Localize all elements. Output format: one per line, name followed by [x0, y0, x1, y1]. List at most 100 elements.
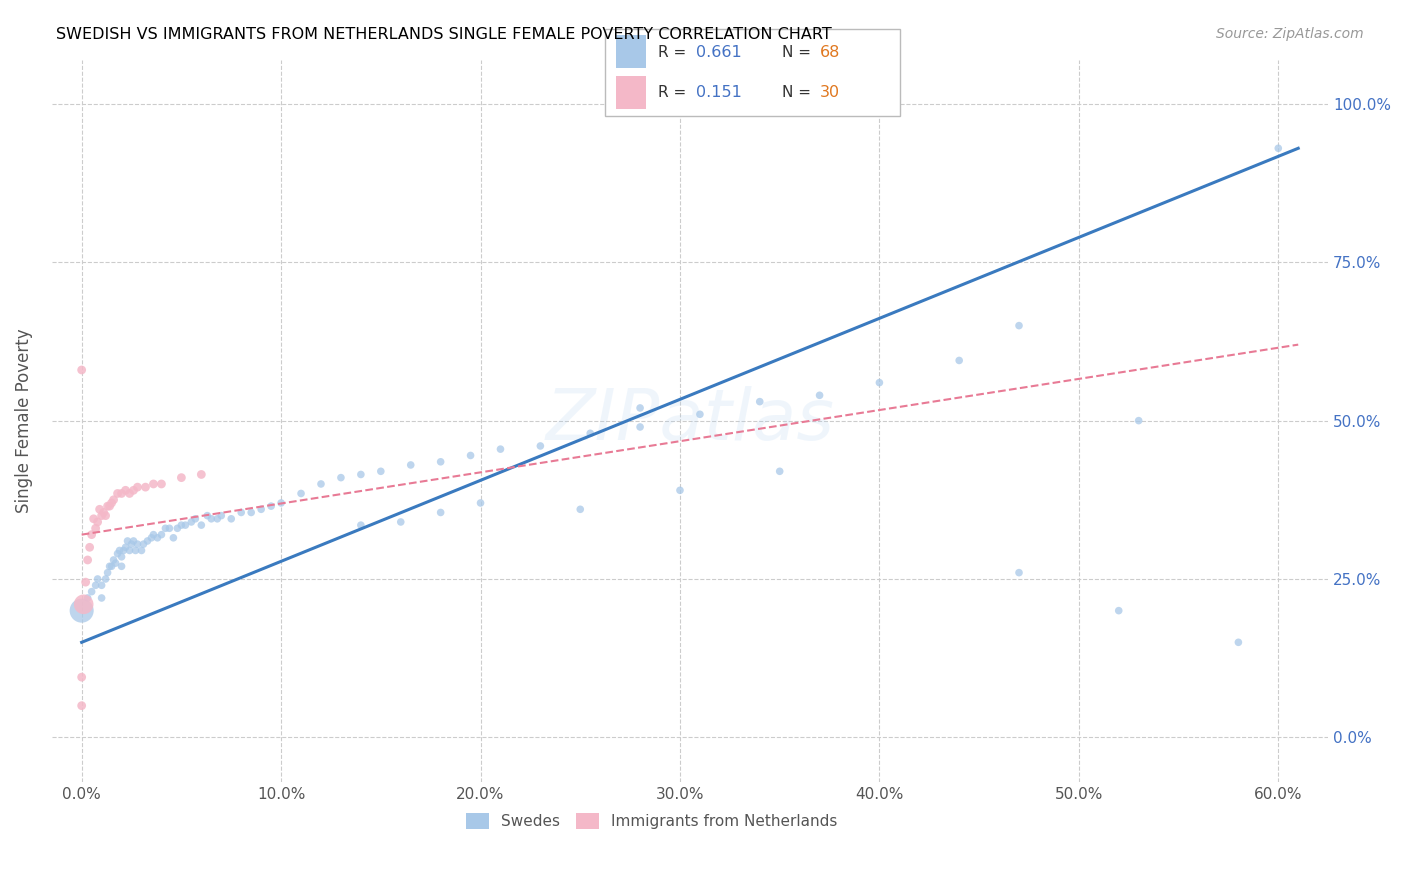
Point — [121, 537, 143, 551]
Point — [195, 508, 218, 523]
Point — [389, 515, 412, 529]
Point — [1267, 141, 1289, 155]
Point — [70, 363, 93, 377]
Point — [240, 506, 263, 520]
Point — [579, 426, 602, 441]
Point — [689, 407, 711, 421]
Point — [868, 376, 890, 390]
Point — [110, 559, 132, 574]
Point — [489, 442, 512, 457]
Point — [132, 537, 155, 551]
Point — [350, 518, 373, 533]
Point — [155, 521, 177, 535]
Point — [748, 394, 770, 409]
Point — [89, 502, 111, 516]
Point — [107, 547, 129, 561]
Point — [117, 533, 139, 548]
Text: R =: R = — [658, 85, 690, 100]
Point — [80, 584, 103, 599]
Point — [470, 496, 492, 510]
Point — [290, 486, 312, 500]
Point — [808, 388, 831, 402]
Point — [127, 537, 149, 551]
Bar — [616, 35, 645, 68]
Text: 0.151: 0.151 — [696, 85, 742, 100]
Point — [174, 518, 197, 533]
Point — [399, 458, 422, 472]
Point — [114, 483, 136, 498]
Text: N =: N = — [782, 85, 815, 100]
Point — [329, 470, 352, 484]
Point — [100, 559, 122, 574]
Point — [180, 515, 202, 529]
Point — [131, 543, 153, 558]
Point — [309, 477, 332, 491]
Point — [103, 492, 125, 507]
Point — [114, 541, 136, 555]
Point — [209, 508, 232, 523]
Point — [86, 515, 108, 529]
Text: Source: ZipAtlas.com: Source: ZipAtlas.com — [1216, 27, 1364, 41]
Point — [260, 499, 283, 513]
Point — [170, 470, 193, 484]
Point — [157, 521, 180, 535]
Point — [142, 477, 165, 491]
Point — [231, 506, 253, 520]
Point — [104, 556, 127, 570]
Point — [769, 464, 792, 478]
Point — [100, 496, 122, 510]
Point — [219, 512, 242, 526]
Point — [190, 467, 212, 482]
Point — [1128, 414, 1150, 428]
Point — [124, 543, 146, 558]
Point — [429, 506, 451, 520]
FancyBboxPatch shape — [605, 29, 900, 116]
Legend: Swedes, Immigrants from Netherlands: Swedes, Immigrants from Netherlands — [460, 807, 844, 836]
Point — [948, 353, 970, 368]
Point — [70, 604, 93, 618]
Point — [98, 499, 121, 513]
Text: 30: 30 — [820, 85, 841, 100]
Point — [127, 480, 149, 494]
Point — [1227, 635, 1250, 649]
Y-axis label: Single Female Poverty: Single Female Poverty — [15, 328, 32, 513]
Point — [94, 572, 117, 586]
Point — [166, 521, 188, 535]
Point — [141, 531, 163, 545]
Point — [80, 527, 103, 541]
Point — [122, 483, 145, 498]
Text: 0.661: 0.661 — [696, 45, 742, 60]
Point — [529, 439, 551, 453]
Point — [103, 553, 125, 567]
Point — [628, 420, 651, 434]
Point — [108, 543, 131, 558]
Point — [118, 486, 141, 500]
Point — [207, 512, 229, 526]
Point — [669, 483, 692, 498]
Point — [79, 541, 101, 555]
Point — [569, 502, 592, 516]
Point — [84, 521, 107, 535]
Point — [170, 518, 193, 533]
Point — [150, 527, 173, 541]
Point — [90, 508, 112, 523]
Point — [184, 512, 207, 526]
Point — [70, 698, 93, 713]
Point — [1008, 318, 1031, 333]
Point — [93, 506, 115, 520]
Point — [250, 502, 273, 516]
Text: ZIPatlas: ZIPatlas — [546, 386, 834, 455]
Point — [98, 559, 121, 574]
Point — [112, 543, 135, 558]
Point — [1108, 604, 1130, 618]
Point — [142, 527, 165, 541]
Point — [370, 464, 392, 478]
Point — [97, 566, 120, 580]
Point — [190, 518, 212, 533]
Point — [1008, 566, 1031, 580]
Point — [134, 480, 156, 494]
Bar — [616, 76, 645, 109]
Point — [84, 578, 107, 592]
Point — [350, 467, 373, 482]
Point — [146, 531, 169, 545]
